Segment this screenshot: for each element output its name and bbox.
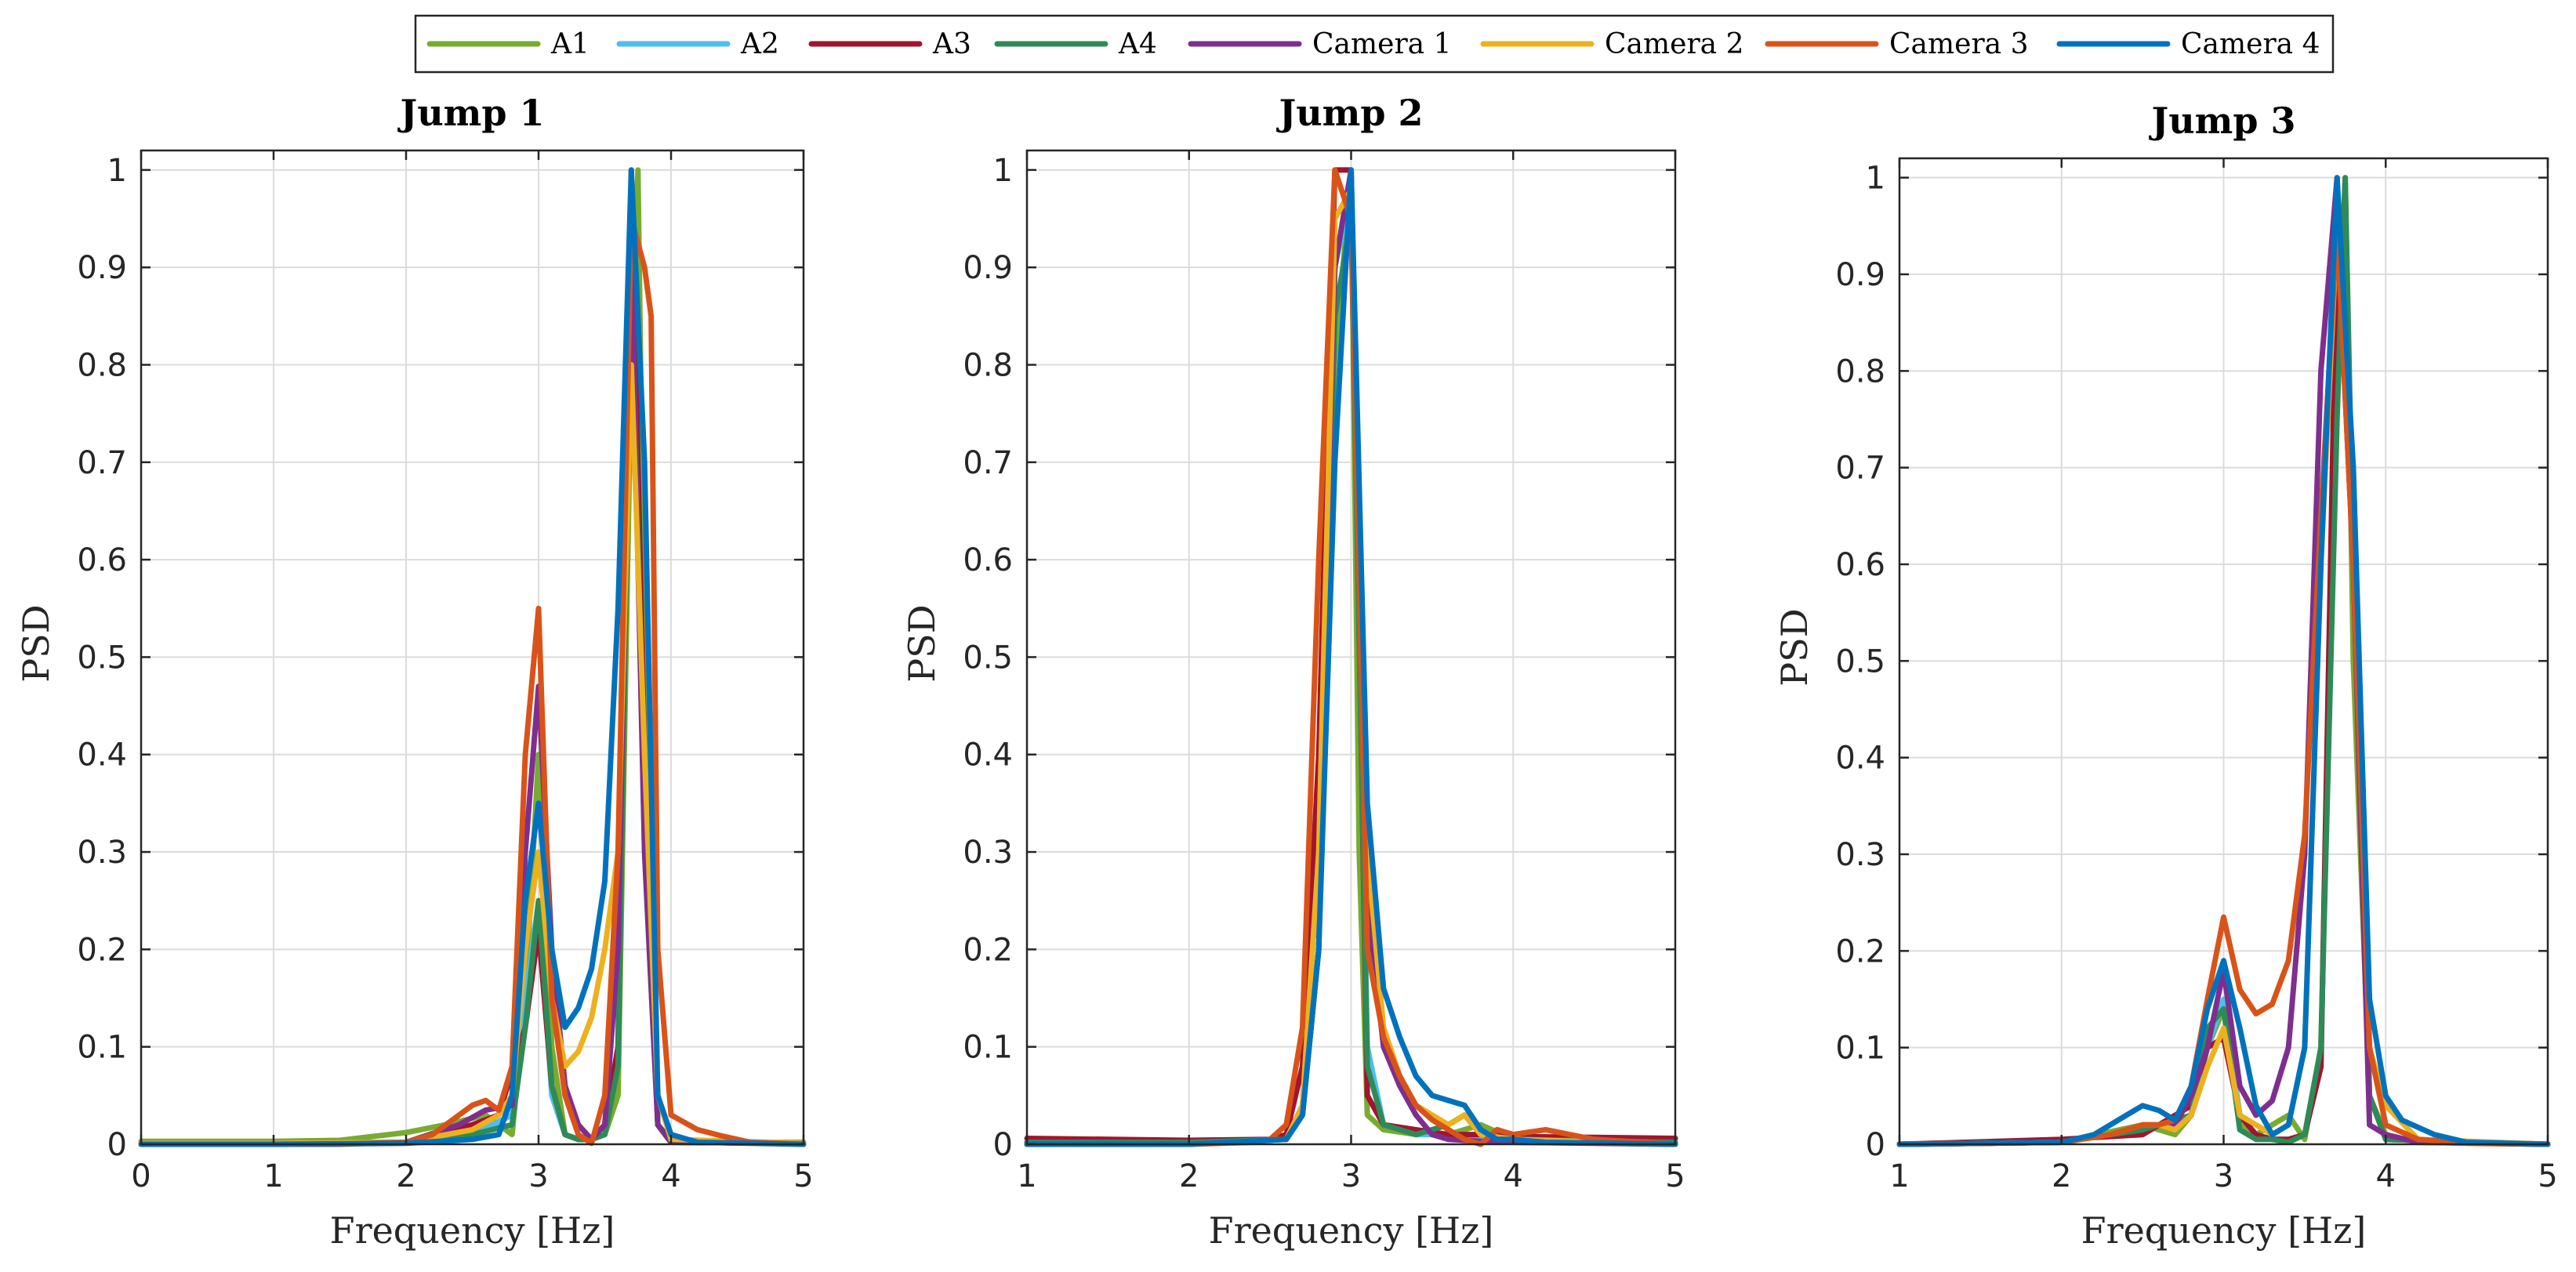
y-axis-label: PSD — [901, 604, 943, 682]
legend: A1 A2 A3 A4 Camera 1 Camera 2 Camera 3 Camera 4 — [414, 14, 2335, 74]
x-tick-label: 3 — [1341, 1158, 1361, 1194]
y-tick-label: 0.6 — [77, 542, 127, 578]
legend-entry-a2: A2 — [616, 28, 779, 60]
x-axis-label: Frequency [Hz] — [2081, 1209, 2367, 1252]
legend-label: Camera 1 — [1312, 28, 1451, 60]
series-line-camera-4 — [1896, 175, 2551, 1147]
y-tick-label: 0 — [1866, 1127, 1885, 1163]
x-tick-label: 3 — [528, 1158, 548, 1194]
y-tick-label: 0.5 — [77, 640, 127, 676]
y-axis-label: PSD — [1773, 608, 1816, 686]
x-tick-label: 0 — [131, 1158, 151, 1194]
legend-label: A1 — [550, 28, 590, 60]
legend-label: Camera 2 — [1605, 28, 1743, 60]
y-tick-label: 1 — [993, 153, 1013, 189]
y-tick-label: 0.6 — [963, 542, 1013, 578]
x-tick-label: 1 — [263, 1158, 283, 1194]
series-line-camera-3 — [1896, 223, 2551, 1147]
y-tick-label: 0.8 — [1835, 353, 1885, 390]
y-tick-label: 0.4 — [1835, 741, 1885, 777]
y-tick-label: 0.2 — [1835, 933, 1885, 969]
y-axis-label: PSD — [15, 604, 57, 682]
x-axis-label: Frequency [Hz] — [330, 1209, 615, 1252]
panel-title: Jump 2 — [1275, 92, 1423, 134]
x-tick-label: 5 — [1665, 1158, 1685, 1194]
series-line-camera-2 — [138, 362, 807, 1147]
series-line-camera-3 — [1024, 167, 1678, 1147]
x-tick-label: 5 — [793, 1158, 813, 1194]
y-tick-label: 1 — [1866, 161, 1885, 197]
x-tick-label: 4 — [1504, 1158, 1523, 1194]
y-tick-label: 0 — [107, 1127, 127, 1163]
y-tick-label: 0.9 — [1835, 257, 1885, 293]
y-tick-label: 0.4 — [77, 737, 127, 774]
panel-1: 0 1 2 3 4 5 0 0.1 0.2 0.3 0.4 0.5 0.6 0.7 0.8 0.9 1 Jump … — [15, 92, 814, 1252]
legend-entry-camera-2: Camera 2 — [1480, 28, 1743, 60]
series-line-camera-4 — [1024, 167, 1678, 1147]
legend-entry-a1: A1 — [426, 28, 590, 60]
panel-title: Jump 3 — [2148, 100, 2295, 142]
y-tick-label: 0.3 — [1835, 837, 1885, 873]
legend-label: Camera 4 — [2181, 28, 2320, 60]
y-tick-label: 0.3 — [77, 835, 127, 871]
x-tick-label: 4 — [2376, 1158, 2396, 1194]
x-tick-label: 1 — [1017, 1158, 1036, 1194]
x-axis-label: Frequency [Hz] — [1209, 1209, 1494, 1252]
axes-frame — [140, 149, 805, 1146]
x-tick-label: 2 — [2052, 1158, 2071, 1194]
legend-entry-a3: A3 — [808, 28, 971, 60]
panel-2: 1 2 3 4 5 0 0.1 0.2 0.3 0.4 0.5 0.6 0.7 0.8 0.9 1 Jump 2… — [901, 92, 1685, 1252]
legend-entry-camera-4: Camera 4 — [2056, 28, 2320, 60]
legend-label: A3 — [932, 28, 971, 60]
y-tick-label: 0.7 — [1835, 451, 1885, 487]
x-tick-label: 4 — [661, 1158, 680, 1194]
y-tick-label: 0.8 — [77, 347, 127, 383]
y-tick-label: 0.1 — [77, 1030, 127, 1066]
panel-title: Jump 1 — [397, 92, 544, 134]
x-tick-label: 1 — [1889, 1158, 1909, 1194]
y-tick-label: 0.8 — [963, 347, 1013, 383]
legend-box — [414, 14, 2335, 74]
legend-label: A2 — [740, 28, 779, 60]
series-line-camera-3 — [138, 216, 807, 1147]
y-tick-label: 0.3 — [963, 835, 1013, 871]
legend-label: Camera 3 — [1889, 28, 2028, 60]
x-tick-label: 5 — [2538, 1158, 2557, 1194]
legend-entry-a4: A4 — [994, 28, 1157, 60]
y-tick-label: 0.2 — [963, 932, 1013, 968]
y-tick-label: 0.7 — [963, 445, 1013, 481]
x-tick-label: 3 — [2214, 1158, 2233, 1194]
y-tick-label: 0.7 — [77, 445, 127, 481]
y-tick-label: 0.9 — [77, 250, 127, 286]
y-tick-label: 0.1 — [1835, 1031, 1885, 1067]
legend-entry-camera-3: Camera 3 — [1765, 28, 2028, 60]
legend-label: A4 — [1118, 28, 1157, 60]
x-tick-label: 2 — [1179, 1158, 1199, 1194]
y-tick-label: 0.5 — [1835, 643, 1885, 679]
y-tick-label: 0.1 — [963, 1030, 1013, 1066]
series-line-camera-4 — [138, 167, 807, 1147]
panels: 0 1 2 3 4 500.10.20.30.40.50.60.70.80.91Jump … — [15, 92, 2558, 1252]
plot-area — [141, 150, 804, 1144]
y-tick-label: 0.9 — [963, 250, 1013, 286]
legend-entry-camera-1: Camera 1 — [1188, 28, 1451, 60]
y-tick-label: 1 — [107, 153, 127, 189]
y-tick-label: 0.6 — [1835, 547, 1885, 583]
y-tick-label: 0.2 — [77, 932, 127, 968]
y-tick-label: 0.4 — [963, 737, 1013, 774]
x-tick-label: 2 — [396, 1158, 415, 1194]
y-tick-label: 0.5 — [963, 640, 1013, 676]
y-tick-label: 0 — [993, 1127, 1013, 1163]
panel-3: 1 2 3 4 5 0 0.1 0.2 0.3 0.4 0.5 0.6 0.7 0.8 0.9 1 Jump 3… — [1773, 100, 2558, 1252]
